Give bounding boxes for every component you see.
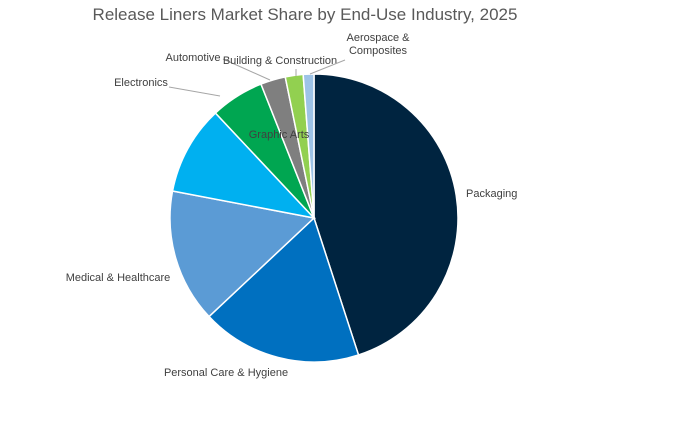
label-building-and-construction: Building & Construction xyxy=(223,55,337,67)
slice-personal-care-and-hygiene xyxy=(207,216,360,363)
label-automotive: Automotive xyxy=(165,52,220,64)
slice-packaging xyxy=(313,73,459,356)
label-medical-and-healthcare: Medical & Healthcare xyxy=(66,272,171,284)
label-packaging: Packaging xyxy=(466,188,517,200)
label-aerospace-and-composites: Aerospace & Composites xyxy=(347,32,411,57)
slice-aerospace-and-composites xyxy=(302,73,315,219)
label-personal-care-and-hygiene: Personal Care & Hygiene xyxy=(164,367,288,379)
label-electronics: Electronics xyxy=(114,77,168,89)
leader-line-aerospace-and-composites xyxy=(309,59,346,75)
leader-line-automotive xyxy=(222,58,271,81)
label-graphic-arts: Graphic Arts xyxy=(249,129,310,141)
leader-line-electronics xyxy=(168,86,221,97)
slice-medical-and-healthcare xyxy=(169,190,316,318)
chart-title: Release Liners Market Share by End-Use I… xyxy=(92,5,518,24)
slice-electronics xyxy=(171,111,317,220)
